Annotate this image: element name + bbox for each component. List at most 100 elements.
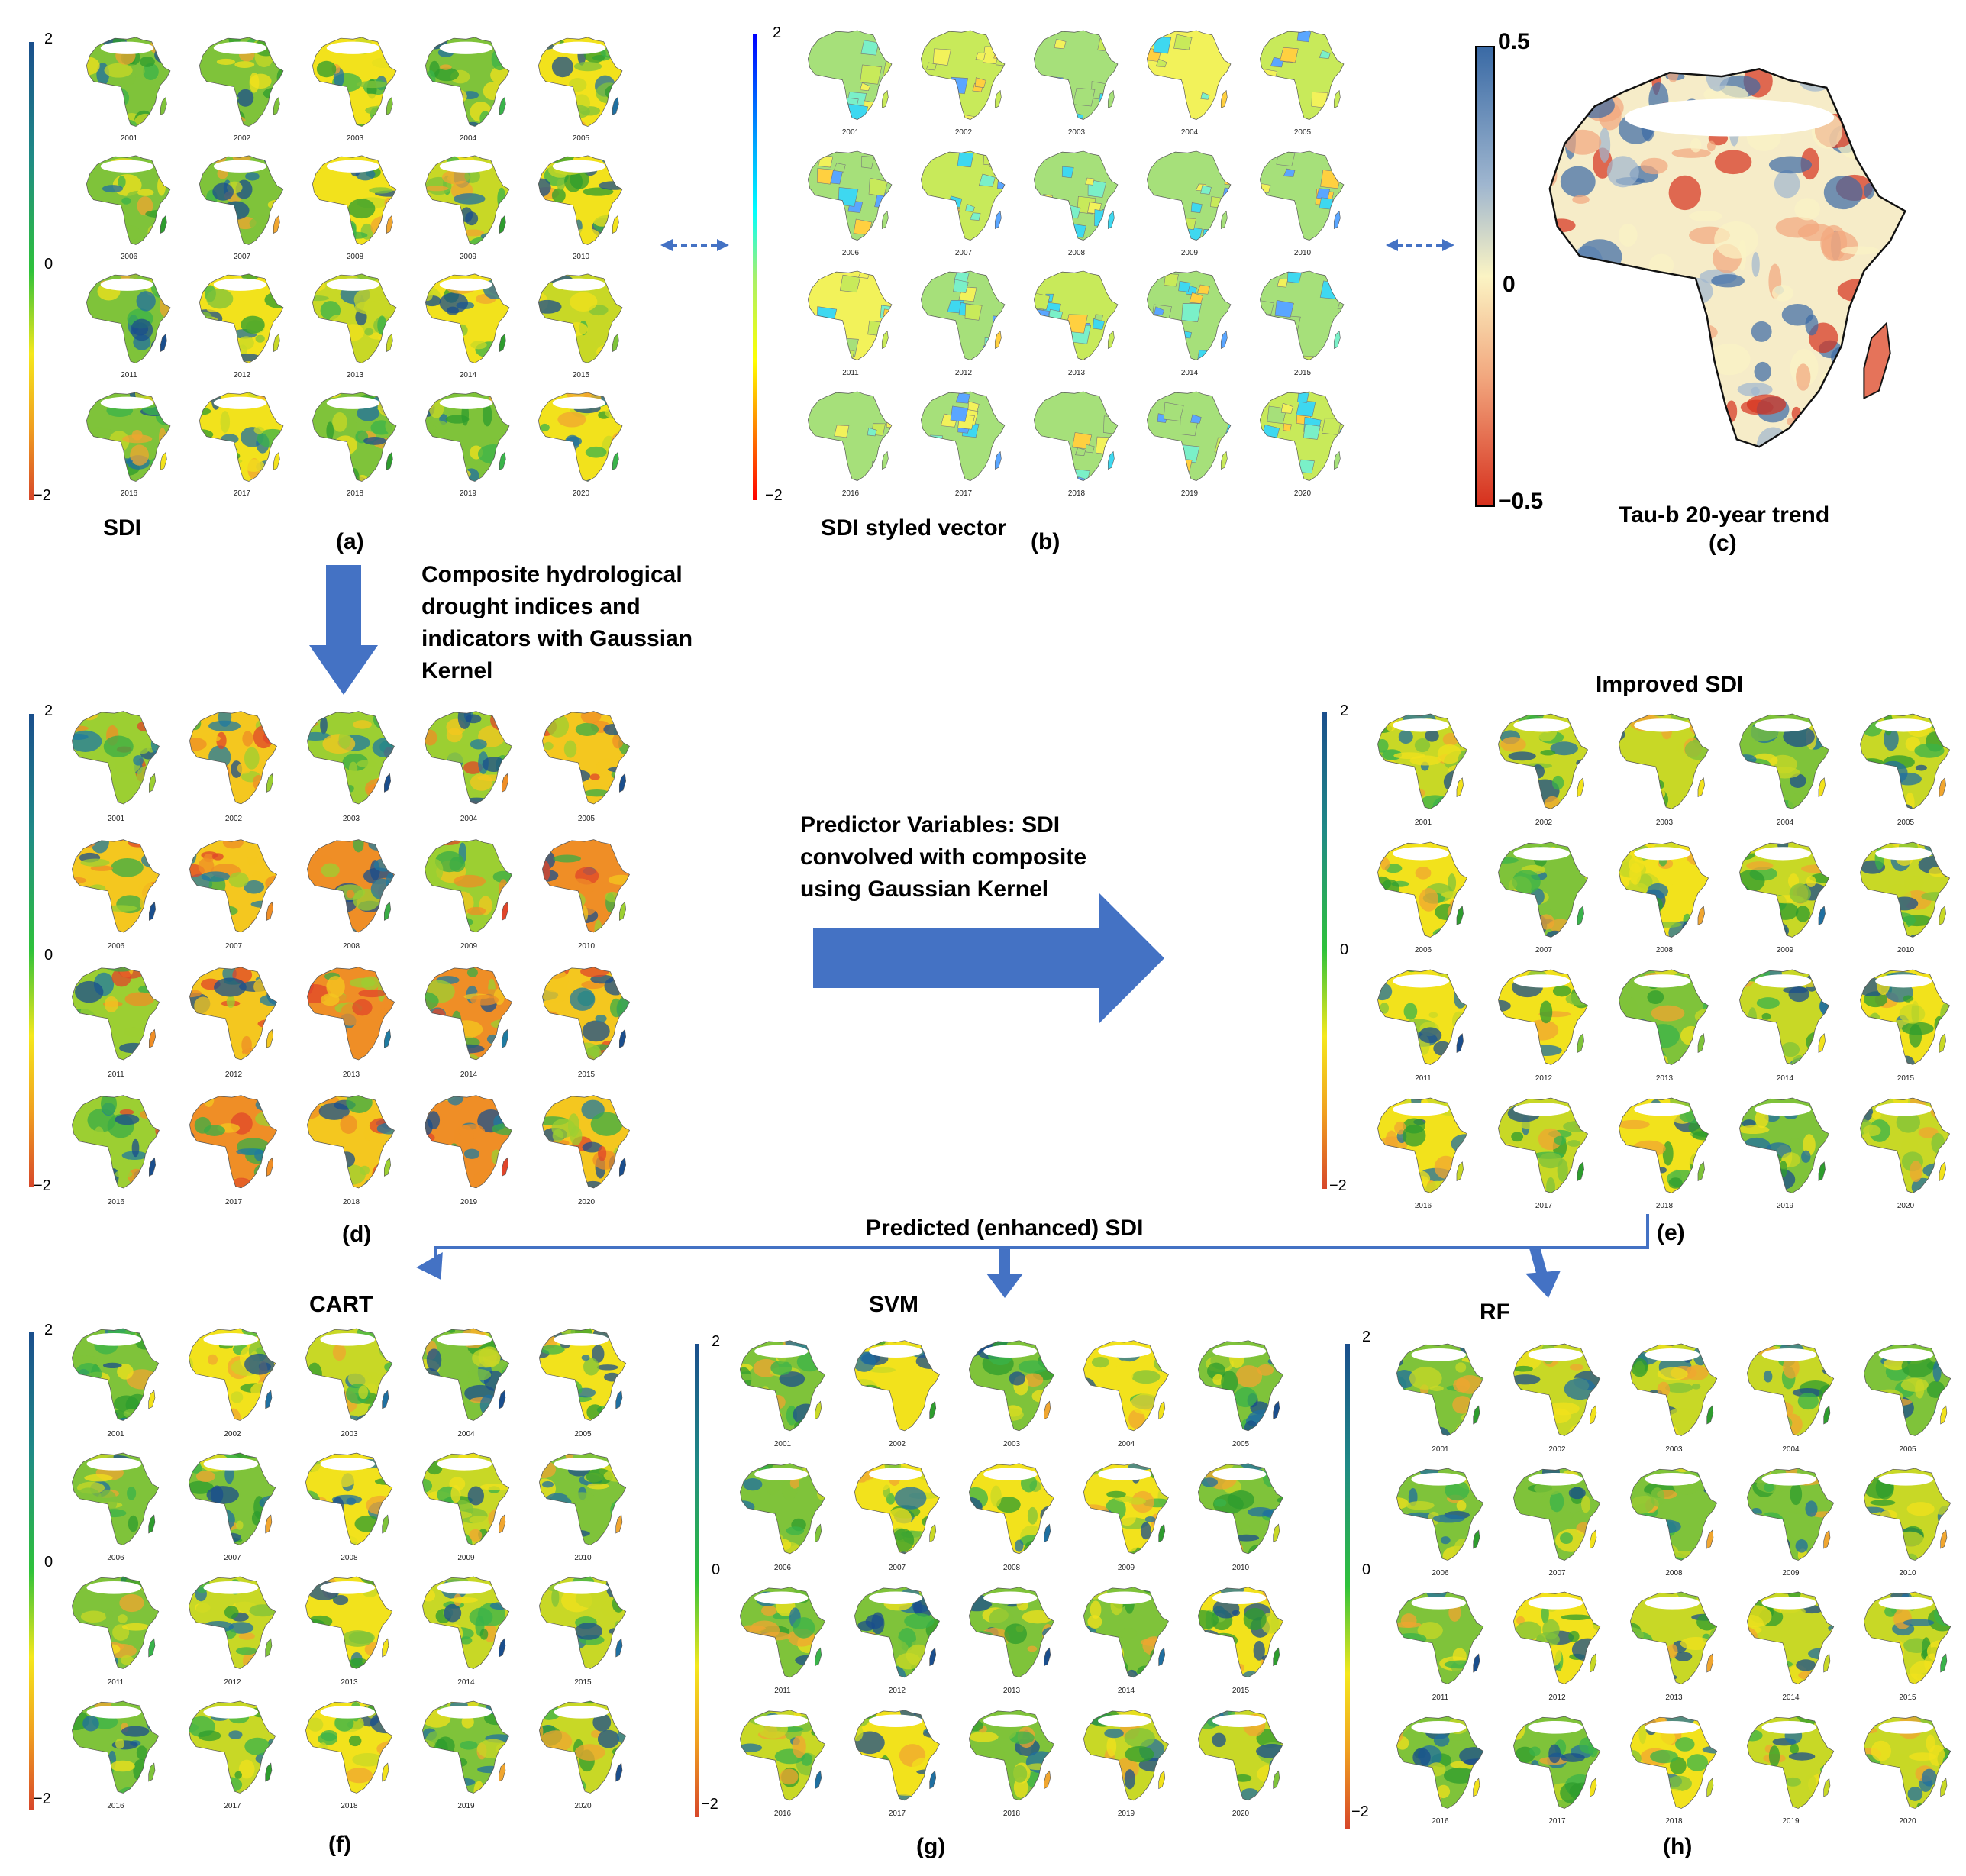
- africa-map: [425, 37, 510, 127]
- year-label: 2014: [1776, 1074, 1794, 1083]
- map-thumbnail: 2008: [292, 835, 410, 963]
- africa-map: [1739, 1097, 1830, 1193]
- map-thumbnail: 2017: [186, 389, 299, 508]
- africa-map: [1260, 270, 1345, 360]
- africa-map: [86, 155, 171, 245]
- year-label: 2012: [1548, 1693, 1566, 1702]
- map-thumbnail: 2005: [1849, 1340, 1966, 1464]
- africa-map: [1512, 1591, 1601, 1684]
- year-label: 2004: [459, 134, 477, 144]
- year-label: 2016: [107, 1198, 125, 1207]
- map-thumbnail: 2020: [1845, 1094, 1966, 1222]
- map-grid: 2001 2002 2003 2004 2005 2006 2007 2008 2009 2010…: [73, 34, 638, 508]
- year-label: 2018: [1655, 1202, 1674, 1211]
- africa-map: [1863, 1591, 1951, 1684]
- predicted-annotation: Predicted (enhanced) SDI: [861, 1216, 1148, 1242]
- map-thumbnail: 2009: [1725, 838, 1845, 967]
- map-thumbnail: 2002: [174, 1325, 291, 1449]
- map-grid: 2001 2002 2003 2004 2005 2006 2007 2008 2009 2010…: [725, 1336, 1298, 1829]
- africa-map: [1083, 1340, 1169, 1432]
- map-thumbnail: 2003: [1020, 27, 1133, 147]
- year-label: 2016: [841, 489, 860, 498]
- africa-map: [189, 1094, 277, 1188]
- year-label: 2020: [1897, 1202, 1915, 1211]
- africa-map: [1512, 1716, 1601, 1809]
- year-label: 2015: [1897, 1074, 1915, 1083]
- africa-map: [921, 391, 1006, 481]
- africa-map: [1034, 391, 1119, 481]
- africa-map: [1396, 1468, 1484, 1561]
- year-label: 2013: [1655, 1074, 1674, 1083]
- map-thumbnail: 2009: [410, 835, 528, 963]
- year-label: 2004: [457, 1429, 475, 1438]
- map-thumbnail: 2013: [291, 1573, 408, 1697]
- africa-map: [854, 1710, 940, 1801]
- panel-h-title: RF: [1480, 1300, 1510, 1325]
- africa-map: [1147, 391, 1232, 481]
- panel-letter: (c): [1709, 531, 1737, 556]
- year-label: 2009: [460, 942, 478, 951]
- africa-map: [199, 37, 284, 127]
- year-label: 2009: [1782, 1569, 1800, 1577]
- colorbar-tick-min: −0.5: [1498, 489, 1544, 514]
- africa-map: [1197, 1463, 1283, 1555]
- year-label: 2013: [341, 1677, 358, 1687]
- year-label: 2013: [1002, 1686, 1021, 1695]
- africa-map: [1629, 1591, 1718, 1684]
- map-thumbnail: 2002: [175, 706, 292, 835]
- panel-letter: (d): [342, 1222, 372, 1247]
- map-thumbnail: 2010: [1183, 1459, 1298, 1582]
- year-label: 2016: [107, 1802, 124, 1810]
- map-thumbnail: 2009: [1133, 147, 1246, 268]
- map-thumbnail: 2014: [1133, 267, 1246, 388]
- colorbar-tick-mid: 0: [44, 256, 53, 273]
- map-thumbnail: 2008: [291, 1449, 408, 1574]
- colorbar-tick-min: −2: [34, 1177, 51, 1194]
- africa-map: [1863, 1716, 1951, 1809]
- africa-map: [1863, 1343, 1951, 1436]
- year-label: 2011: [121, 371, 137, 380]
- map-thumbnail: 2016: [1382, 1713, 1499, 1837]
- year-label: 2005: [1897, 818, 1915, 827]
- year-label: 2005: [1293, 128, 1312, 137]
- year-label: 2009: [1776, 946, 1794, 955]
- map-thumbnail: 2002: [907, 27, 1020, 147]
- colorbar: [753, 34, 757, 500]
- map-thumbnail: 2007: [840, 1459, 954, 1582]
- africa-map: [86, 37, 171, 127]
- africa-map: [968, 1340, 1054, 1432]
- map-thumbnail: 2004: [408, 1325, 525, 1449]
- colorbar: [29, 1332, 34, 1810]
- year-label: 2014: [459, 371, 477, 380]
- map-thumbnail: 2019: [1069, 1706, 1183, 1829]
- africa-map: [306, 711, 395, 805]
- year-label: 2010: [1899, 1569, 1916, 1577]
- panel-g-title: SVM: [869, 1292, 919, 1317]
- africa-map: [541, 1094, 630, 1188]
- year-label: 2014: [460, 1070, 478, 1079]
- colorbar-tick-max: 2: [773, 24, 782, 41]
- year-label: 2008: [1655, 946, 1674, 955]
- year-label: 2016: [1432, 1817, 1449, 1826]
- map-thumbnail: 2020: [1849, 1713, 1966, 1837]
- africa-map: [1197, 1340, 1283, 1432]
- year-label: 2006: [107, 942, 125, 951]
- africa-map: [1739, 713, 1830, 809]
- year-label: 2020: [574, 1802, 592, 1810]
- map-thumbnail: 2013: [1020, 267, 1133, 388]
- colorbar-tick-max: 2: [44, 31, 53, 47]
- year-label: 2007: [888, 1563, 906, 1572]
- year-label: 2003: [1665, 1445, 1683, 1454]
- map-grid: 2001 2002 2003 2004 2005 2006 2007 2008 2009 2010…: [57, 706, 645, 1218]
- africa-map: [312, 273, 397, 363]
- year-label: 2020: [577, 1198, 596, 1207]
- africa-map: [1396, 1591, 1484, 1684]
- africa-map: [739, 1586, 825, 1677]
- map-thumbnail: 2005: [1845, 710, 1966, 838]
- map-thumbnail: 2017: [174, 1697, 291, 1822]
- year-label: 2007: [954, 248, 973, 257]
- colorbar-tick-mid: 0: [1503, 272, 1516, 297]
- africa-map: [1746, 1343, 1835, 1436]
- year-label: 2004: [1117, 1440, 1135, 1449]
- year-label: 2006: [120, 253, 138, 262]
